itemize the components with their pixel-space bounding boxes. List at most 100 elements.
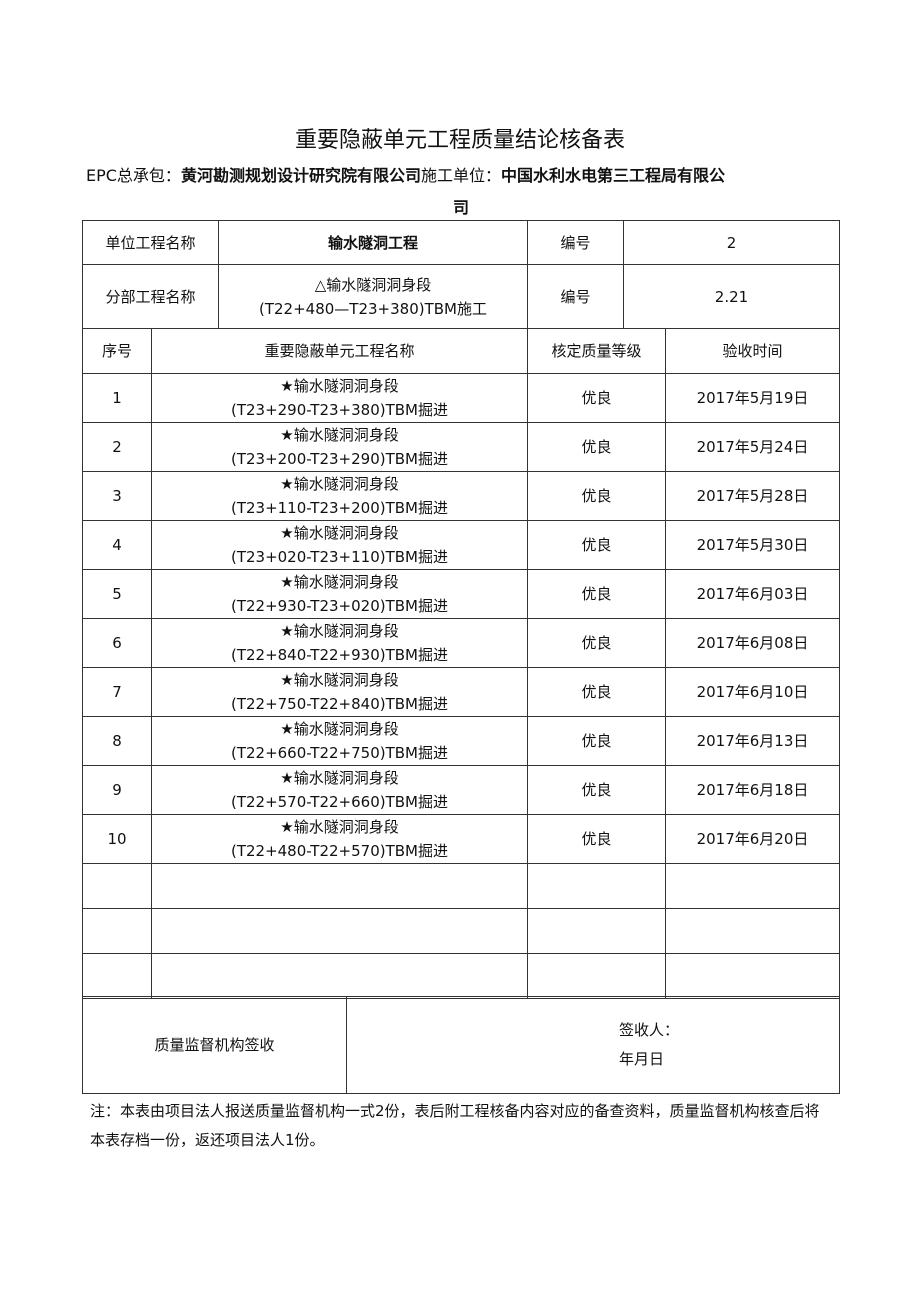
col-header-grade: 核定质量等级 <box>527 328 666 374</box>
row-name-line2: (T22+840-T22+930)TBM掘进 <box>230 646 449 664</box>
row-grade: 优良 <box>527 667 666 717</box>
row-date: 2017年5月24日 <box>665 422 840 472</box>
sub-project-line1: △输水隧洞洞身段 <box>314 275 432 294</box>
row-name-line1: ★输水隧洞洞身段 <box>280 622 399 640</box>
row-no: 1 <box>82 373 152 423</box>
row-no: 8 <box>82 716 152 766</box>
sub-project-value: △输水隧洞洞身段 (T22+480—T23+380)TBM施工 <box>218 264 528 329</box>
table-row: 9 ★输水隧洞洞身段 (T22+570-T22+660)TBM掘进 优良 2017… <box>82 765 840 815</box>
row-name-line2: (T22+930-T23+020)TBM掘进 <box>230 597 449 615</box>
contractor-label: 施工单位： <box>420 166 501 185</box>
empty-cell <box>151 953 528 999</box>
row-no: 5 <box>82 569 152 619</box>
table-row: 3 ★输水隧洞洞身段 (T23+110-T23+200)TBM掘进 优良 2017… <box>82 471 840 521</box>
row-name-line2: (T23+110-T23+200)TBM掘进 <box>230 499 449 517</box>
row-date: 2017年6月18日 <box>665 765 840 815</box>
row-name-line1: ★输水隧洞洞身段 <box>280 524 399 542</box>
table-row: 10 ★输水隧洞洞身段 (T22+480-T22+570)TBM掘进 优良 201… <box>82 814 840 864</box>
row-name: ★输水隧洞洞身段 (T22+660-T22+750)TBM掘进 <box>151 716 528 766</box>
empty-cell <box>527 953 666 999</box>
row-name: ★输水隧洞洞身段 (T23+110-T23+200)TBM掘进 <box>151 471 528 521</box>
empty-cell <box>82 908 152 954</box>
col-header-date: 验收时间 <box>665 328 840 374</box>
row-date: 2017年6月10日 <box>665 667 840 717</box>
unit-code-value: 2 <box>623 220 840 265</box>
sub-project-label: 分部工程名称 <box>82 264 219 329</box>
row-date: 2017年6月03日 <box>665 569 840 619</box>
empty-cell <box>82 863 152 909</box>
row-name-line1: ★输水隧洞洞身段 <box>280 720 399 738</box>
epc-value: 黄河勘测规划设计研究院有限公司 <box>180 166 421 185</box>
row-grade: 优良 <box>527 422 666 472</box>
unit-project-label: 单位工程名称 <box>82 220 219 265</box>
signoff-table: 质量监督机构签收 签收人： 年月日 <box>82 996 840 1094</box>
row-date: 2017年5月28日 <box>665 471 840 521</box>
row-name-line1: ★输水隧洞洞身段 <box>280 573 399 591</box>
signer-label: 签收人： <box>619 1021 680 1039</box>
row-name-line2: (T23+020-T23+110)TBM掘进 <box>230 548 449 566</box>
row-grade: 优良 <box>527 765 666 815</box>
unit-code-label: 编号 <box>527 220 624 265</box>
row-name: ★输水隧洞洞身段 (T23+200-T23+290)TBM掘进 <box>151 422 528 472</box>
page-title: 重要隐蔽单元工程质量结论核备表 <box>294 128 625 153</box>
header-info: EPC总承包：黄河勘测规划设计研究院有限公司施工单位：中国水利水电第三工程局有限… <box>86 160 836 224</box>
empty-cell <box>665 863 840 909</box>
table-row: 4 ★输水隧洞洞身段 (T23+020-T23+110)TBM掘进 优良 2017… <box>82 520 840 570</box>
row-grade: 优良 <box>527 471 666 521</box>
empty-cell <box>527 863 666 909</box>
empty-row <box>82 863 840 909</box>
row-name-line1: ★输水隧洞洞身段 <box>280 426 399 444</box>
row-name-line2: (T22+570-T22+660)TBM掘进 <box>230 793 449 811</box>
row-grade: 优良 <box>527 520 666 570</box>
empty-cell <box>665 953 840 999</box>
row-grade: 优良 <box>527 569 666 619</box>
row-grade: 优良 <box>527 814 666 864</box>
footnote: 注：本表由项目法人报送质量监督机构一式2份，表后附工程核备内容对应的备查资料，质… <box>90 1102 820 1149</box>
row-name-line2: (T23+200-T23+290)TBM掘进 <box>230 450 449 468</box>
row-name-line1: ★输水隧洞洞身段 <box>280 377 399 395</box>
row-name-line2: (T22+660-T22+750)TBM掘进 <box>230 744 449 762</box>
row-name: ★输水隧洞洞身段 (T22+750-T22+840)TBM掘进 <box>151 667 528 717</box>
project-info-table: 单位工程名称 输水隧洞工程 编号 2 分部工程名称 △输水隧洞洞身段 (T22+4… <box>82 220 840 329</box>
row-name: ★输水隧洞洞身段 (T23+290-T23+380)TBM掘进 <box>151 373 528 423</box>
row-name: ★输水隧洞洞身段 (T22+840-T22+930)TBM掘进 <box>151 618 528 668</box>
row-no: 4 <box>82 520 152 570</box>
sub-code-value: 2.21 <box>623 264 840 329</box>
table-row: 6 ★输水隧洞洞身段 (T22+840-T22+930)TBM掘进 优良 2017… <box>82 618 840 668</box>
row-name-line1: ★输水隧洞洞身段 <box>280 475 399 493</box>
row-name-line1: ★输水隧洞洞身段 <box>280 818 399 836</box>
row-date: 2017年5月30日 <box>665 520 840 570</box>
row-name: ★输水隧洞洞身段 (T22+930-T23+020)TBM掘进 <box>151 569 528 619</box>
col-header-no: 序号 <box>82 328 152 374</box>
row-no: 9 <box>82 765 152 815</box>
row-grade: 优良 <box>527 716 666 766</box>
units-table: 序号 重要隐蔽单元工程名称 核定质量等级 验收时间 1 ★输水隧洞洞身段 (T23… <box>82 328 840 999</box>
empty-cell <box>151 908 528 954</box>
row-grade: 优良 <box>527 618 666 668</box>
row-date: 2017年6月13日 <box>665 716 840 766</box>
table-row: 5 ★输水隧洞洞身段 (T22+930-T23+020)TBM掘进 优良 2017… <box>82 569 840 619</box>
table-row: 7 ★输水隧洞洞身段 (T22+750-T22+840)TBM掘进 优良 2017… <box>82 667 840 717</box>
row-name-line2: (T22+480-T22+570)TBM掘进 <box>230 842 449 860</box>
row-no: 7 <box>82 667 152 717</box>
row-name-line1: ★输水隧洞洞身段 <box>280 769 399 787</box>
row-no: 6 <box>82 618 152 668</box>
row-date: 2017年6月20日 <box>665 814 840 864</box>
unit-project-row: 单位工程名称 输水隧洞工程 编号 2 <box>82 220 840 265</box>
row-date: 2017年6月08日 <box>665 618 840 668</box>
table-header-row: 序号 重要隐蔽单元工程名称 核定质量等级 验收时间 <box>82 328 840 374</box>
col-header-name: 重要隐蔽单元工程名称 <box>151 328 528 374</box>
row-no: 2 <box>82 422 152 472</box>
row-no: 10 <box>82 814 152 864</box>
epc-label: EPC总承包： <box>86 166 181 185</box>
empty-cell <box>151 863 528 909</box>
sub-project-line2: (T22+480—T23+380)TBM施工 <box>259 299 487 318</box>
empty-row <box>82 953 840 999</box>
signoff-label: 质量监督机构签收 <box>82 996 347 1094</box>
row-grade: 优良 <box>527 373 666 423</box>
signoff-area: 签收人： 年月日 <box>346 996 840 1094</box>
row-name-line2: (T22+750-T22+840)TBM掘进 <box>230 695 449 713</box>
row-name: ★输水隧洞洞身段 (T23+020-T23+110)TBM掘进 <box>151 520 528 570</box>
sub-project-row: 分部工程名称 △输水隧洞洞身段 (T22+480—T23+380)TBM施工 编号… <box>82 264 840 329</box>
